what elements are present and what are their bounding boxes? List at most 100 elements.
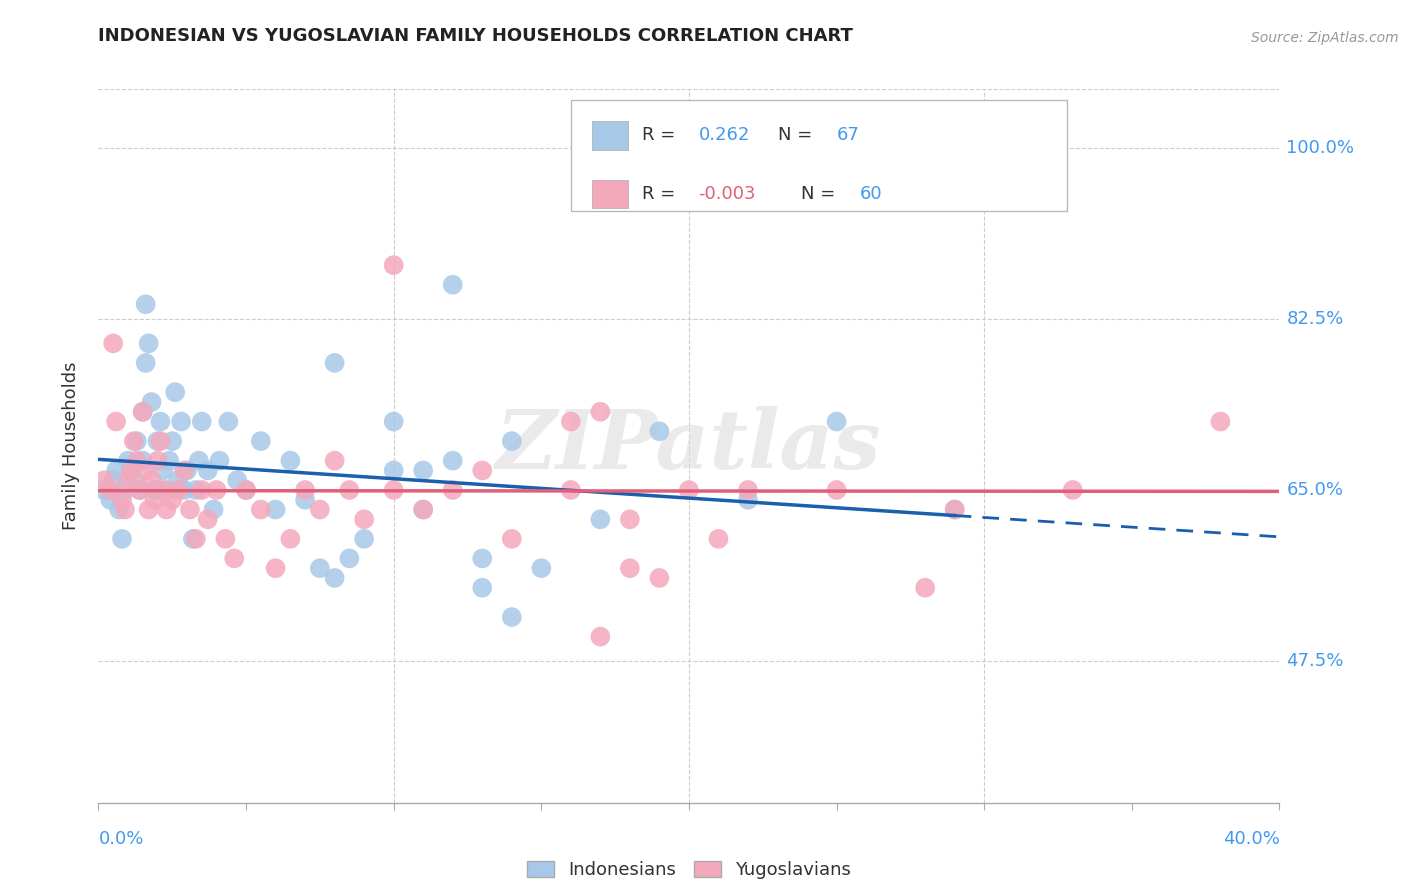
Text: 60: 60 (860, 185, 883, 202)
Point (98, 483, 121, 497)
Point (114, 502, 136, 516)
Point (560, 415, 582, 429)
Text: 0.0%: 0.0% (98, 830, 143, 847)
Point (93, 483, 115, 497)
Point (264, 502, 287, 516)
Text: 47.5%: 47.5% (1286, 652, 1344, 670)
Point (619, 561, 641, 575)
Point (167, 483, 190, 497)
Point (441, 453, 464, 467)
Point (224, 551, 246, 566)
Point (250, 434, 273, 449)
Text: N =: N = (778, 127, 817, 145)
Point (146, 434, 169, 449)
Point (105, 463, 128, 477)
Bar (592, 179, 627, 208)
Point (441, 483, 464, 497)
Point (184, 532, 207, 546)
Point (943, 502, 966, 516)
Point (141, 395, 163, 409)
Point (167, 473, 190, 487)
Point (143, 483, 166, 497)
Point (103, 336, 125, 351)
Point (412, 463, 434, 477)
Point (184, 483, 207, 497)
Point (278, 532, 302, 546)
Point (309, 561, 332, 575)
Text: N =: N = (801, 185, 841, 202)
Point (191, 415, 214, 429)
Point (226, 473, 249, 487)
Point (111, 492, 134, 507)
Point (309, 502, 332, 516)
Point (93, 473, 115, 487)
Point (530, 561, 553, 575)
Point (125, 434, 148, 449)
Point (170, 415, 193, 429)
Point (162, 492, 183, 507)
Point (250, 502, 273, 516)
Text: 67: 67 (837, 127, 859, 145)
Bar (592, 121, 627, 150)
Point (141, 473, 163, 487)
Point (1209, 415, 1232, 429)
Point (501, 532, 523, 546)
Point (205, 483, 228, 497)
Text: 0.262: 0.262 (699, 127, 749, 145)
Point (412, 502, 434, 516)
Point (122, 473, 145, 487)
Point (181, 532, 204, 546)
Point (471, 463, 494, 477)
Point (382, 463, 405, 477)
Point (648, 571, 671, 585)
Point (560, 483, 582, 497)
Point (162, 434, 183, 449)
FancyBboxPatch shape (571, 100, 1067, 211)
Point (146, 453, 169, 467)
Point (135, 297, 157, 311)
Point (122, 434, 145, 449)
Point (111, 532, 134, 546)
Point (117, 453, 139, 467)
Point (128, 483, 150, 497)
Point (382, 258, 405, 272)
Text: 82.5%: 82.5% (1286, 310, 1344, 328)
Point (589, 630, 612, 644)
Point (337, 483, 360, 497)
Point (471, 551, 494, 566)
Point (337, 551, 360, 566)
Point (138, 336, 160, 351)
Point (202, 502, 225, 516)
Point (648, 425, 671, 439)
Point (165, 385, 187, 400)
Text: R =: R = (641, 185, 681, 202)
Point (187, 453, 209, 467)
Point (176, 463, 198, 477)
Point (707, 532, 730, 546)
Point (191, 483, 214, 497)
Point (197, 512, 219, 526)
Point (132, 405, 155, 419)
Y-axis label: Family Households: Family Households (62, 362, 80, 530)
Point (155, 483, 177, 497)
Point (105, 415, 128, 429)
Point (208, 453, 231, 467)
Text: -0.003: -0.003 (699, 185, 756, 202)
Point (737, 492, 759, 507)
Point (149, 415, 172, 429)
Text: ZIPatlas: ZIPatlas (496, 406, 882, 486)
Point (501, 434, 523, 449)
Point (382, 483, 405, 497)
Point (152, 463, 174, 477)
Point (98, 492, 121, 507)
Point (149, 434, 172, 449)
Point (128, 483, 150, 497)
Point (412, 502, 434, 516)
Point (235, 483, 257, 497)
Point (589, 405, 612, 419)
Point (120, 463, 142, 477)
Text: R =: R = (641, 127, 681, 145)
Point (294, 483, 316, 497)
Point (146, 483, 169, 497)
Point (382, 415, 405, 429)
